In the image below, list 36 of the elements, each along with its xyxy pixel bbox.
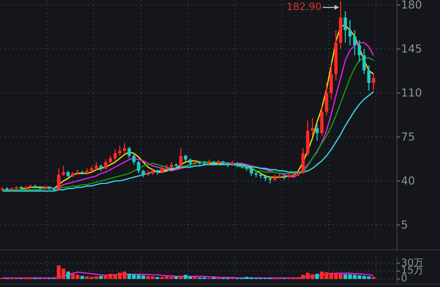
- candlestick: [128, 146, 131, 159]
- candlestick: [330, 61, 333, 100]
- candlestick: [344, 10, 347, 44]
- candlestick: [306, 120, 310, 156]
- bar: [179, 276, 183, 279]
- bar: [99, 276, 103, 279]
- candlestick: [362, 48, 366, 75]
- candlestick: [57, 168, 60, 190]
- bar: [66, 272, 70, 279]
- y-tick-label: 145: [401, 42, 422, 56]
- y-tick-label: 180: [401, 0, 422, 12]
- candlestick: [353, 30, 356, 56]
- candlestick: [301, 148, 305, 174]
- candlestick: [320, 105, 324, 136]
- line-series: [2, 91, 374, 192]
- y-tick-label: 40: [401, 174, 415, 188]
- candlestick: [118, 145, 122, 156]
- candlestick: [348, 20, 352, 46]
- candlestick: [104, 159, 108, 170]
- candlestick: [113, 149, 117, 162]
- candlestick: [136, 160, 140, 174]
- y-tick-label: 5: [401, 218, 408, 232]
- candlestick: [367, 64, 370, 91]
- y-tick-label: 0: [401, 274, 408, 284]
- y-tick-label: 75: [401, 130, 415, 144]
- candlestick: [62, 165, 66, 176]
- candlestick: [310, 118, 314, 136]
- candlestick: [179, 148, 183, 168]
- bar: [174, 276, 178, 279]
- candlestick: [358, 40, 362, 62]
- candlestick: [122, 142, 126, 154]
- y-tick-label: 110: [401, 86, 422, 100]
- candlestick: [315, 124, 319, 142]
- candlestick: [372, 74, 376, 91]
- annotation: 182.90: [286, 2, 322, 13]
- candlestick: [324, 82, 328, 116]
